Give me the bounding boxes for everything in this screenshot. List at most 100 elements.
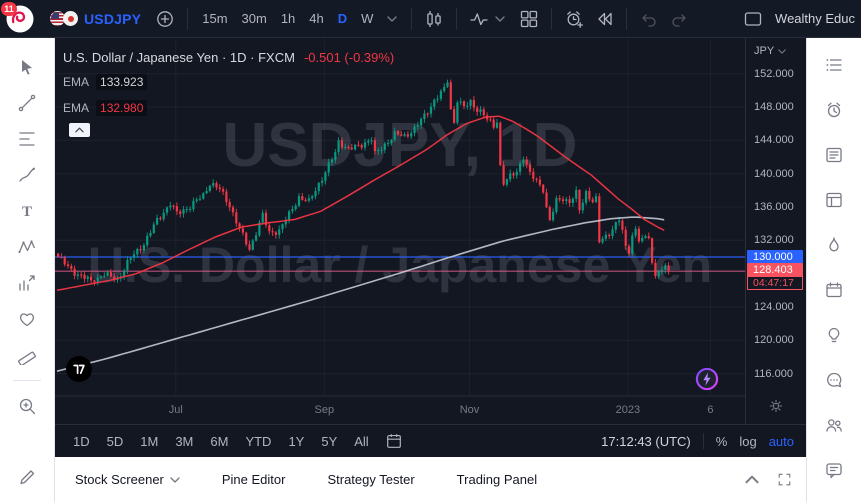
community-button[interactable] [819,412,849,438]
ruler-icon [18,351,36,365]
price-tick: 124.000 [754,301,794,313]
log-scale-button[interactable]: log [739,433,757,449]
interval-30m[interactable]: 30m [241,11,267,26]
range-ytd[interactable]: YTD [245,433,272,449]
chart-area[interactable]: USDJPY, 1D U.S. Dollar / Japanese Yen Ju… [55,38,745,424]
candlestick-chart[interactable]: Jul Sep Nov 2023 6 [55,38,745,424]
range-6m[interactable]: 6M [210,433,229,449]
text-tool-button[interactable]: T [12,198,42,224]
goto-date-button[interactable] [385,432,403,450]
xabcd-pattern-tool-button[interactable] [12,234,42,260]
japan-flag-icon [63,11,78,26]
brush-tool-button[interactable] [12,162,42,188]
boost-icon[interactable] [695,367,719,391]
tab-label: Strategy Tester [327,472,415,487]
symbol-button[interactable]: USDJPY [50,11,141,27]
measure-tool-button[interactable] [12,342,42,368]
news-button[interactable] [819,142,849,168]
axis-currency[interactable]: JPY [754,45,786,57]
range-all[interactable]: All [354,433,369,449]
list-icon [826,59,842,71]
axis-settings-button[interactable] [768,398,784,414]
range-1y[interactable]: 1Y [288,433,305,449]
divider [411,7,413,30]
window-icon [744,11,762,26]
redo-arrow-icon [672,13,687,27]
cursor-tool-button[interactable] [12,54,42,80]
magnifier-plus-icon [19,398,36,415]
range-5y[interactable]: 5Y [321,433,338,449]
ideas-button[interactable] [819,322,849,348]
forecast-tool-button[interactable] [12,270,42,296]
interval-4h[interactable]: 4h [309,11,324,26]
last-price-label: 128.403 04:47:17 [747,263,803,291]
price-tick: 152.000 [754,67,794,80]
redo-button[interactable] [665,5,693,33]
zoom-in-tool-button[interactable] [12,393,42,419]
emoji-tool-button[interactable] [12,306,42,332]
percent-scale-button[interactable]: % [715,433,728,449]
brush-icon [19,167,35,182]
edit-tool-button[interactable] [12,464,42,490]
clock[interactable]: 17:12:43 (UTC) [601,433,691,449]
chevron-down-icon[interactable] [495,16,505,22]
tab-trading-panel[interactable]: Trading Panel [457,472,537,487]
chat-button[interactable] [819,367,849,393]
indicators-button[interactable] [465,5,493,33]
hotlists-button[interactable] [819,232,849,258]
price-axis[interactable]: JPY 152.000 148.000 144.000 140.000 136.000 1… [745,38,806,424]
auto-scale-button[interactable]: auto [768,433,794,449]
collapse-legend-button[interactable] [69,123,90,137]
lightbulb-icon [828,327,840,343]
watchlist-button[interactable] [819,52,849,78]
tab-stock-screener[interactable]: Stock Screener [75,472,180,487]
trend-line-tool-button[interactable] [12,90,42,116]
chart-style-button[interactable] [420,5,448,33]
fib-retracement-tool-button[interactable] [12,126,42,152]
price-tick: 140.000 [754,167,794,180]
divider [626,7,628,30]
fullscreen-icon[interactable] [777,472,792,487]
alarm-clock-icon [827,102,841,118]
indicators-icon [470,12,489,25]
chevron-up-icon[interactable] [745,475,759,484]
tab-strategy-tester[interactable]: Strategy Tester [327,472,414,487]
interval-1d[interactable]: D [337,11,348,26]
tradingview-logo[interactable] [66,356,92,382]
people-icon [826,419,842,432]
support-button[interactable] [819,457,849,483]
range-5d[interactable]: 5D [106,433,124,449]
forecast-bars-icon [19,275,35,291]
compare-add-button[interactable] [151,5,179,33]
price-tick: 148.000 [754,101,794,113]
save-layout-button[interactable] [739,5,767,33]
tab-pine-editor[interactable]: Pine Editor [222,472,286,487]
divider [187,7,189,30]
undo-button[interactable] [635,5,663,33]
alerts-button[interactable] [819,97,849,123]
help-chat-icon [826,463,842,479]
data-window-button[interactable] [819,187,849,213]
layout-button[interactable] [515,5,543,33]
account-name[interactable]: Wealthy Educ [775,11,855,26]
chart-legend: U.S. Dollar / Japanese Yen · 1D · FXCM -… [63,51,394,126]
range-1d[interactable]: 1D [73,433,90,449]
chevron-down-icon[interactable] [387,16,397,22]
tv-logo-icon [73,364,85,375]
interval-1w[interactable]: W [361,11,374,26]
svg-text:Sep: Sep [315,404,335,416]
price-tick: 132.000 [754,234,794,247]
range-3m[interactable]: 3M [175,433,194,449]
interval-15m[interactable]: 15m [202,11,228,26]
text-icon: T [22,204,32,220]
range-1m[interactable]: 1M [140,433,159,449]
tab-label: Stock Screener [75,472,164,487]
alert-button[interactable] [560,5,588,33]
alarm-clock-plus-icon [567,10,584,28]
calendar-button[interactable] [819,277,849,303]
app-logo[interactable]: 11 [1,1,34,33]
interval-1h[interactable]: 1h [280,11,296,26]
cursor-icon [22,60,32,75]
bar-replay-button[interactable] [590,5,618,33]
